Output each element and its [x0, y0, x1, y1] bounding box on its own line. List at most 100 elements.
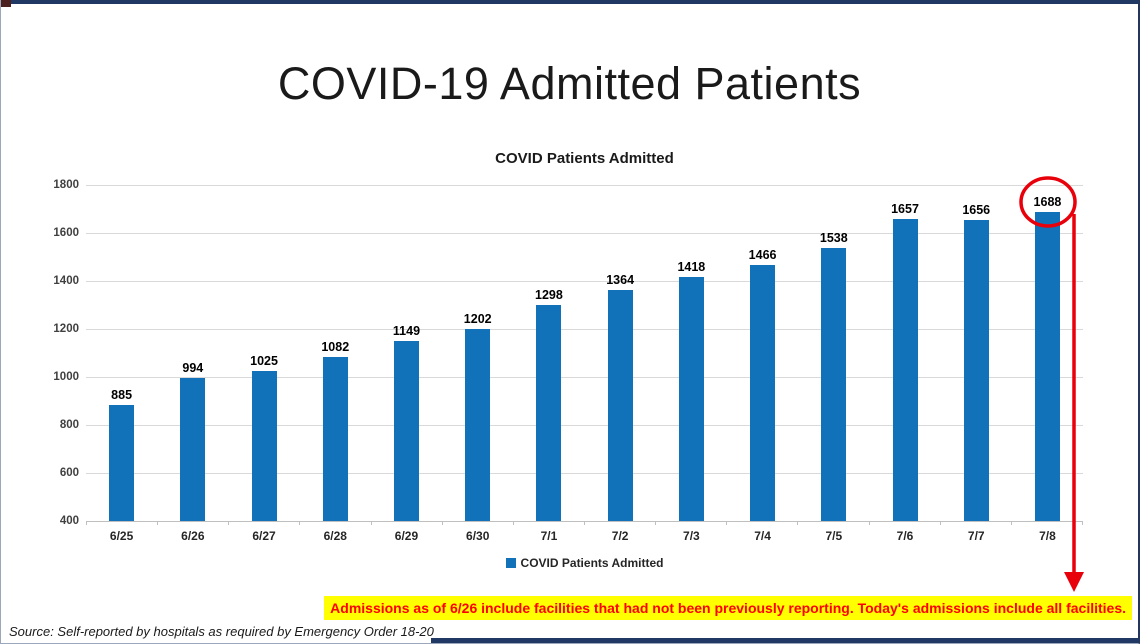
bar-value-label: 1202	[463, 311, 492, 326]
x-axis-tick-mark	[512, 521, 514, 525]
down-arrow-head-icon	[1064, 572, 1084, 592]
bar	[465, 328, 491, 521]
x-axis-tick-label: 6/30	[466, 529, 490, 543]
bar	[607, 289, 633, 521]
legend-label: COVID Patients Admitted	[520, 556, 664, 570]
x-axis-tick-label: 7/7	[967, 529, 985, 543]
x-axis-tick-label: 7/1	[540, 529, 558, 543]
x-axis-tick-mark	[441, 521, 443, 525]
bar-column: 1202	[442, 185, 513, 521]
bar-value-label: 1657	[891, 202, 919, 217]
y-axis-tick-label: 400	[59, 515, 79, 527]
y-axis-tick-label: 1400	[53, 275, 79, 287]
x-axis-tick-mark	[86, 521, 87, 525]
x-axis-tick-label: 7/6	[896, 529, 914, 543]
x-axis-labels: 6/25 6/26 6/27 6/28 6/29 6/30 7/1 7/2 7/3 7/4 7/5 7…	[86, 529, 1083, 543]
bar	[109, 404, 135, 521]
legend-swatch-icon	[505, 558, 516, 568]
x-axis-ticks	[86, 521, 1083, 525]
y-axis-tick-label: 1800	[53, 179, 79, 191]
top-left-accent-square	[1, 0, 11, 7]
top-border-rule	[1, 0, 1138, 4]
x-axis-tick-mark	[1010, 521, 1012, 525]
bar-column: 1025	[228, 185, 299, 521]
gridline	[86, 281, 1083, 282]
gridline	[86, 425, 1083, 426]
x-axis-tick-label: 7/4	[754, 529, 771, 543]
bar-column: 885	[86, 185, 157, 521]
bar-value-label: 1082	[321, 340, 350, 355]
y-axis-tick-label: 800	[59, 419, 79, 431]
bar-column: 1657	[869, 185, 940, 521]
bar	[180, 378, 206, 521]
bar-value-label: 1656	[962, 202, 991, 217]
bar	[750, 265, 776, 521]
source-note: Source: Self-reported by hospitals as re…	[9, 624, 434, 639]
x-axis-tick-mark	[797, 521, 799, 525]
bar-column: 1538	[798, 185, 869, 521]
bar-column: 1364	[585, 185, 656, 521]
gridline	[86, 233, 1083, 234]
bar	[251, 371, 277, 521]
bar	[393, 341, 419, 521]
gridline	[86, 185, 1083, 186]
bar	[821, 247, 847, 521]
x-axis-tick-mark	[726, 521, 728, 525]
bar	[963, 219, 989, 521]
bar-value-label: 1418	[677, 259, 706, 274]
bar-column: 1298	[513, 185, 584, 521]
x-axis-tick-mark	[299, 521, 301, 525]
x-axis-tick-mark	[1081, 521, 1083, 525]
bar-column: 994	[157, 185, 228, 521]
bar	[322, 357, 348, 521]
bars: 885 994 1025 1082 1149 1202 1298 1364 1418 1466 15…	[86, 185, 1083, 521]
x-axis-tick-mark	[157, 521, 159, 525]
x-axis-tick-mark	[655, 521, 657, 525]
bar-column: 1688	[1012, 185, 1083, 521]
gridline	[86, 329, 1083, 330]
bar	[536, 305, 562, 521]
bar-column: 1656	[941, 185, 1012, 521]
bar-column: 1149	[371, 185, 442, 521]
x-axis-tick-mark	[939, 521, 941, 525]
bar-value-label: 1149	[392, 324, 421, 339]
x-axis-tick-label: 6/29	[394, 529, 419, 543]
bar-column: 1082	[300, 185, 371, 521]
x-axis-tick-label: 6/25	[109, 529, 134, 543]
x-axis-tick-label: 6/27	[252, 529, 276, 543]
callout-banner: Admissions as of 6/26 include facilities…	[324, 596, 1132, 620]
bar	[1034, 211, 1060, 521]
bar-value-label: 1538	[819, 230, 848, 245]
plot-area: 1800 1600 1400 1200 1000 800 600 400 885 994 1025…	[53, 179, 1083, 527]
x-axis-tick-mark	[370, 521, 372, 525]
x-axis-tick-label: 6/28	[323, 529, 347, 543]
y-axis-tick-label: 1200	[53, 323, 79, 335]
y-axis-tick-label: 600	[59, 467, 79, 479]
bar-value-label: 1025	[250, 354, 278, 368]
x-axis-tick-label: 7/3	[683, 529, 700, 543]
x-axis-tick-label: 7/5	[825, 529, 843, 543]
x-axis-tick-mark	[228, 521, 230, 525]
bar-value-label: 994	[182, 361, 204, 376]
bar	[892, 219, 918, 521]
x-axis-tick-label: 7/8	[1039, 529, 1056, 543]
page-title: COVID-19 Admitted Patients	[277, 58, 862, 109]
bar-column: 1466	[727, 185, 798, 521]
gridline	[86, 473, 1083, 474]
bar-value-label: 885	[111, 387, 133, 402]
x-axis-tick-mark	[868, 521, 870, 525]
y-axis-tick-label: 1000	[53, 371, 79, 383]
gridline	[86, 377, 1083, 378]
bottom-accent-bar	[431, 638, 1138, 643]
chart-title: COVID Patients Admitted	[495, 150, 674, 167]
x-axis-tick-label: 7/2	[611, 529, 629, 543]
x-axis-tick-mark	[583, 521, 585, 525]
bar-value-label: 1688	[1033, 194, 1062, 209]
bar-value-label: 1298	[535, 288, 563, 303]
chart-legend: COVID Patients Admitted	[86, 556, 1083, 570]
bar-column: 1418	[656, 185, 727, 521]
x-axis-tick-label: 6/26	[181, 529, 205, 543]
y-axis-tick-label: 1600	[53, 227, 79, 239]
bar	[678, 276, 704, 521]
